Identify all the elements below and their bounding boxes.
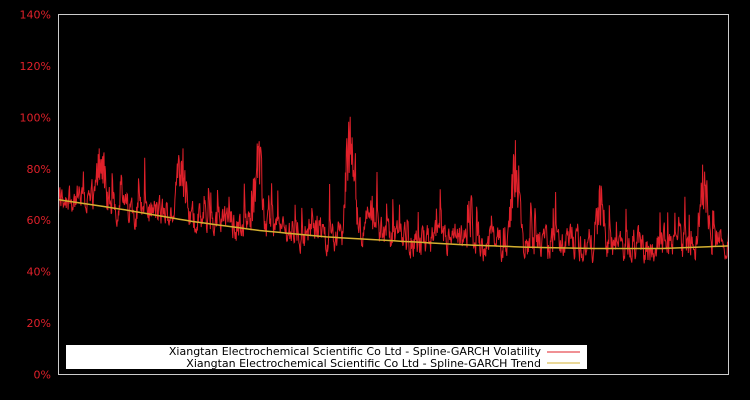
y-tick-label: 120%	[20, 60, 51, 73]
legend: Xiangtan Electrochemical Scientific Co L…	[66, 345, 587, 370]
legend-label-trend: Xiangtan Electrochemical Scientific Co L…	[186, 357, 541, 370]
y-tick-label: 100%	[20, 111, 51, 124]
volatility-series	[58, 116, 729, 264]
y-tick-label: 20%	[27, 317, 51, 330]
y-tick-label: 60%	[27, 214, 51, 227]
y-tick-label: 0%	[34, 369, 51, 382]
y-tick-label: 140%	[20, 9, 51, 22]
volatility-line	[58, 116, 729, 264]
y-tick-label: 40%	[27, 266, 51, 279]
trend-series	[58, 198, 729, 250]
legend-box	[66, 345, 587, 369]
y-axis-ticks: 0% 20% 40% 60% 80% 100% 120% 140%	[20, 9, 51, 382]
y-tick-label: 80%	[27, 163, 51, 176]
legend-label-volatility: Xiangtan Electrochemical Scientific Co L…	[169, 345, 542, 358]
plot-frame	[58, 14, 729, 375]
